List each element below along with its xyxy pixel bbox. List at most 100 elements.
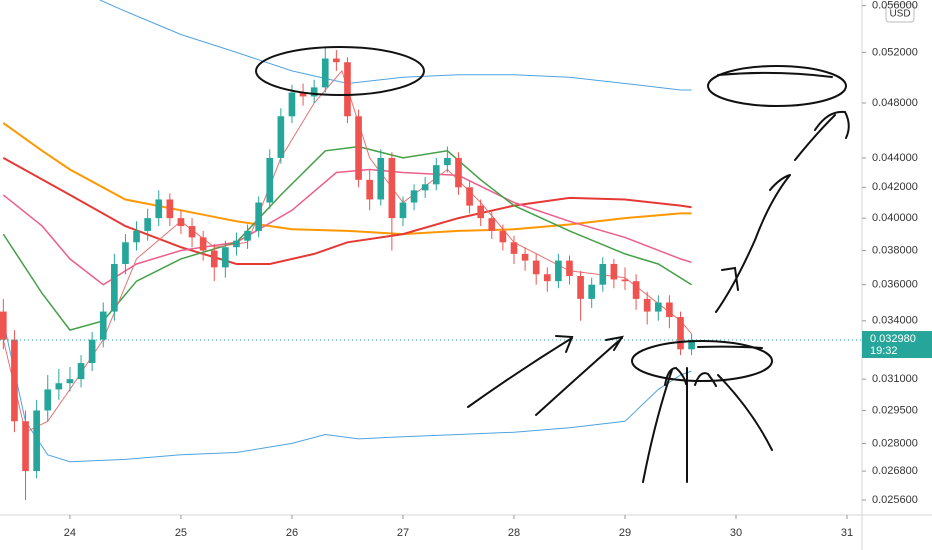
candle-body [599,263,607,285]
candle-body [210,250,218,268]
candle-body [144,218,151,231]
candle-body [410,190,418,203]
candle-body [510,242,518,254]
candle-body [299,92,307,97]
candle-body [277,116,285,158]
candle-body [621,279,629,282]
candle-body [444,157,451,166]
candle-body [377,157,385,200]
annotation-ellipse [255,46,425,96]
plot-area [0,0,862,501]
candle-body [399,202,407,219]
currency-label: USD [889,9,910,20]
candle-body [643,298,651,312]
candle-body [488,218,496,231]
candle-body [666,302,673,318]
candle-body [22,421,29,472]
candle-body [654,302,662,312]
candle-body [677,317,684,350]
indicator-line [2,320,692,463]
x-tick-label: 31 [841,527,853,539]
annotation-arrow [467,335,625,416]
candle-body [355,116,362,180]
candle-body [532,260,540,275]
y-tick-label: 0.036000 [872,279,918,291]
candle-body [344,62,351,117]
indicator-line [2,145,692,331]
candle-body [199,237,207,251]
candle-body [632,281,640,299]
candle-body [166,199,174,219]
candle-body [0,311,7,340]
indicator-line [2,168,692,286]
y-tick-label: 0.028000 [872,437,918,449]
candle-body [577,275,584,299]
candle-body [566,260,573,276]
candle-body [310,87,318,97]
candle-body [455,157,462,188]
candle-body [421,184,429,191]
countdown-label: 19:32 [870,345,898,357]
last-price-label: 0.032980 [870,333,916,345]
annotation-arrow [715,110,850,313]
y-tick-label: 0.034000 [872,315,918,327]
y-tick-label: 0.031000 [872,373,918,385]
y-tick-label: 0.056000 [872,0,918,12]
annotation-ellipse [707,65,847,107]
candle-body [266,157,274,203]
candle-body [688,340,695,350]
axis-panel: USD [885,3,915,23]
candle-body [222,247,229,268]
candle-body [33,410,40,472]
candle-body [99,311,107,340]
y-tick-label: 0.026800 [872,465,918,477]
currency-badge [885,3,915,23]
indicator-line [2,157,692,265]
candle-body [111,263,118,312]
candle-body [177,218,185,227]
x-tick-label: 24 [64,527,76,539]
candle-body [321,58,329,88]
annotation-arrow [642,366,773,483]
candle-body [466,187,473,206]
candle-body [288,92,296,117]
x-tick-label: 28 [508,527,520,539]
candle-body [255,202,262,231]
candle-body [155,199,163,219]
candle-body [588,284,596,299]
candle-body [333,58,340,63]
candle-body [88,339,96,364]
y-tick-label: 0.042000 [872,181,918,193]
y-tick-label: 0.052000 [872,46,918,58]
candle-body [543,274,551,282]
annotation-stroke [697,345,763,349]
y-tick-label: 0.048000 [872,97,918,109]
candle-body [77,363,85,380]
candle-body [499,230,507,243]
annotation-ellipse [631,340,773,382]
candle-body [133,230,140,243]
y-tick-label: 0.025600 [872,494,918,506]
candle-body [66,379,74,384]
y-tick-label: 0.029500 [872,404,918,416]
candle-body [244,230,251,241]
candle-body [366,179,373,200]
x-tick-label: 29 [619,527,631,539]
candle-body [122,242,129,264]
candle-body [44,389,52,411]
annotation-stroke [717,71,833,78]
y-tick-label: 0.038000 [872,244,918,256]
last-price-tag [862,331,932,359]
y-tick-label: 0.040000 [872,212,918,224]
candle-body [388,157,396,219]
candle-body [11,339,18,422]
candle-body [188,226,196,238]
y-tick-label: 0.044000 [872,152,918,164]
candle-body [477,205,485,219]
indicator-line [2,122,692,236]
candle-body [610,263,618,280]
candle-body [432,165,440,185]
x-tick-label: 30 [730,527,742,539]
